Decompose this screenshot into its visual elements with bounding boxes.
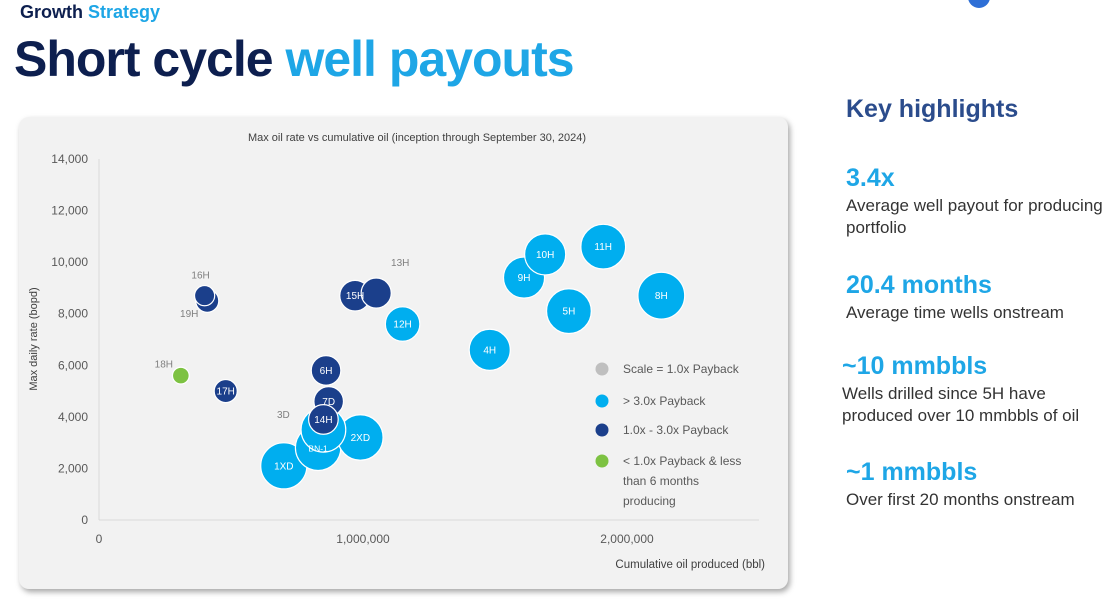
bubble-11h — [580, 223, 627, 270]
bubble-label-12h: 12H — [393, 320, 411, 331]
highlight-value-first20: ~1 mmbbls — [846, 458, 978, 486]
eyebrow-growth: Growth — [20, 2, 83, 22]
bubble-14h — [308, 404, 339, 435]
bubble-16h — [193, 284, 216, 307]
bubble-label-8h: 8H — [655, 291, 668, 302]
bubble-6h — [310, 355, 342, 386]
bubble-label-13h: 13H — [391, 258, 409, 269]
x-tick-label: 0 — [96, 532, 103, 546]
bubble-label-18h: 18H — [155, 360, 173, 371]
highlight-text-mmbbls: Wells drilled since 5H have produced ove… — [842, 384, 1080, 425]
bubble-label-1xd: 1XD — [274, 461, 293, 472]
legend-marker-3 — [595, 454, 609, 468]
highlight-text-payout: Average well payout for producing portfo… — [846, 196, 1103, 237]
bubble-chart: Max oil rate vs cumulative oil (inceptio… — [28, 132, 765, 571]
bubble-5h — [545, 288, 592, 335]
chart-title: Max oil rate vs cumulative oil (inceptio… — [248, 132, 586, 144]
y-tick-label: 6,000 — [58, 358, 88, 372]
key-highlights-heading: Key highlights — [846, 95, 1019, 123]
bubble-label-5h: 5H — [563, 307, 576, 318]
highlight-text-months: Average time wells onstream — [846, 303, 1064, 322]
chart-panel: Max oil rate vs cumulative oil (inceptio… — [19, 117, 788, 589]
bubble-label-7d: 7D — [322, 397, 335, 408]
x-tick-label: 1,000,000 — [336, 532, 390, 546]
bubble-10h — [524, 233, 567, 276]
y-tick-label: 12,000 — [51, 204, 88, 218]
bubble-8h — [637, 271, 686, 320]
legend-label-2: 1.0x - 3.0x Payback — [623, 423, 729, 437]
y-tick-label: 10,000 — [51, 255, 88, 269]
title-part-accent: well payouts — [285, 31, 574, 87]
y-tick-label: 14,000 — [51, 152, 88, 166]
bubble-18h — [171, 366, 190, 385]
bubble-label-2xd: 2XD — [351, 433, 370, 444]
y-axis-label: Max daily rate (bopd) — [28, 287, 40, 390]
title-part-dark: Short cycle — [14, 31, 274, 87]
bubble-label-6h: 6H — [320, 366, 333, 377]
bubble-label-17h: 17H — [217, 387, 235, 398]
bubble-13h — [360, 277, 392, 309]
eyebrow-strategy: Strategy — [88, 2, 161, 22]
highlight-value-mmbbls: ~10 mmbbls — [842, 352, 988, 380]
bubble-label-11h: 11H — [594, 242, 612, 253]
x-tick-labels: 0 1,000,000 2,000,000 — [96, 532, 654, 546]
legend-label-3: < 1.0x Payback & less than 6 months produc… — [623, 454, 741, 508]
logo-icon — [968, 0, 990, 8]
highlight-value-months: 20.4 months — [846, 271, 992, 299]
y-tick-label: 2,000 — [58, 461, 88, 475]
legend-label-1: > 3.0x Payback — [623, 394, 706, 408]
bubble-12h — [384, 306, 421, 342]
legend-marker-2 — [595, 423, 609, 437]
bubble-label-19h: 19H — [180, 309, 198, 320]
legend-marker-1 — [595, 394, 609, 408]
bubble-4h — [468, 328, 511, 371]
y-tick-label: 4,000 — [58, 410, 88, 424]
legend-marker-0 — [595, 362, 609, 376]
bubble-label-4h: 4H — [483, 345, 496, 356]
highlight-text-first20: Over first 20 months onstream — [846, 490, 1075, 509]
chart-legend: Scale = 1.0x Payback > 3.0x Payback 1.0x -… — [595, 362, 741, 508]
bubble-17h — [213, 378, 238, 404]
y-tick-label: 0 — [81, 513, 88, 527]
bubble-label-14h: 14H — [314, 415, 332, 426]
page-title: Short cycle well payouts — [14, 30, 575, 88]
bubble-label-3d: 3D — [277, 410, 290, 421]
legend-label-0: Scale = 1.0x Payback — [623, 362, 740, 376]
x-tick-label: 2,000,000 — [600, 532, 654, 546]
y-tick-label: 8,000 — [58, 307, 88, 321]
highlight-value-payout: 3.4x — [846, 164, 895, 192]
y-tick-labels: 0 2,000 4,000 6,000 8,000 10,000 12,000 14,000 — [51, 152, 88, 527]
x-axis-label: Cumulative oil produced (bbl) — [615, 559, 765, 571]
bubble-label-10h: 10H — [536, 250, 554, 261]
bubble-label-bn-1: BN-1 — [308, 443, 328, 453]
section-eyebrow: Growth Strategy — [20, 2, 160, 23]
bubble-label-16h: 16H — [191, 271, 209, 282]
bubble-label-9h: 9H — [518, 273, 531, 284]
bubble-label-15h: 15H — [346, 291, 364, 302]
bubble-layer: 8H 1XD BN-1 2XD 3D 5H 11H 4H 9H 10H 12H 15H 13H 6H 7D 1… — [155, 223, 686, 490]
